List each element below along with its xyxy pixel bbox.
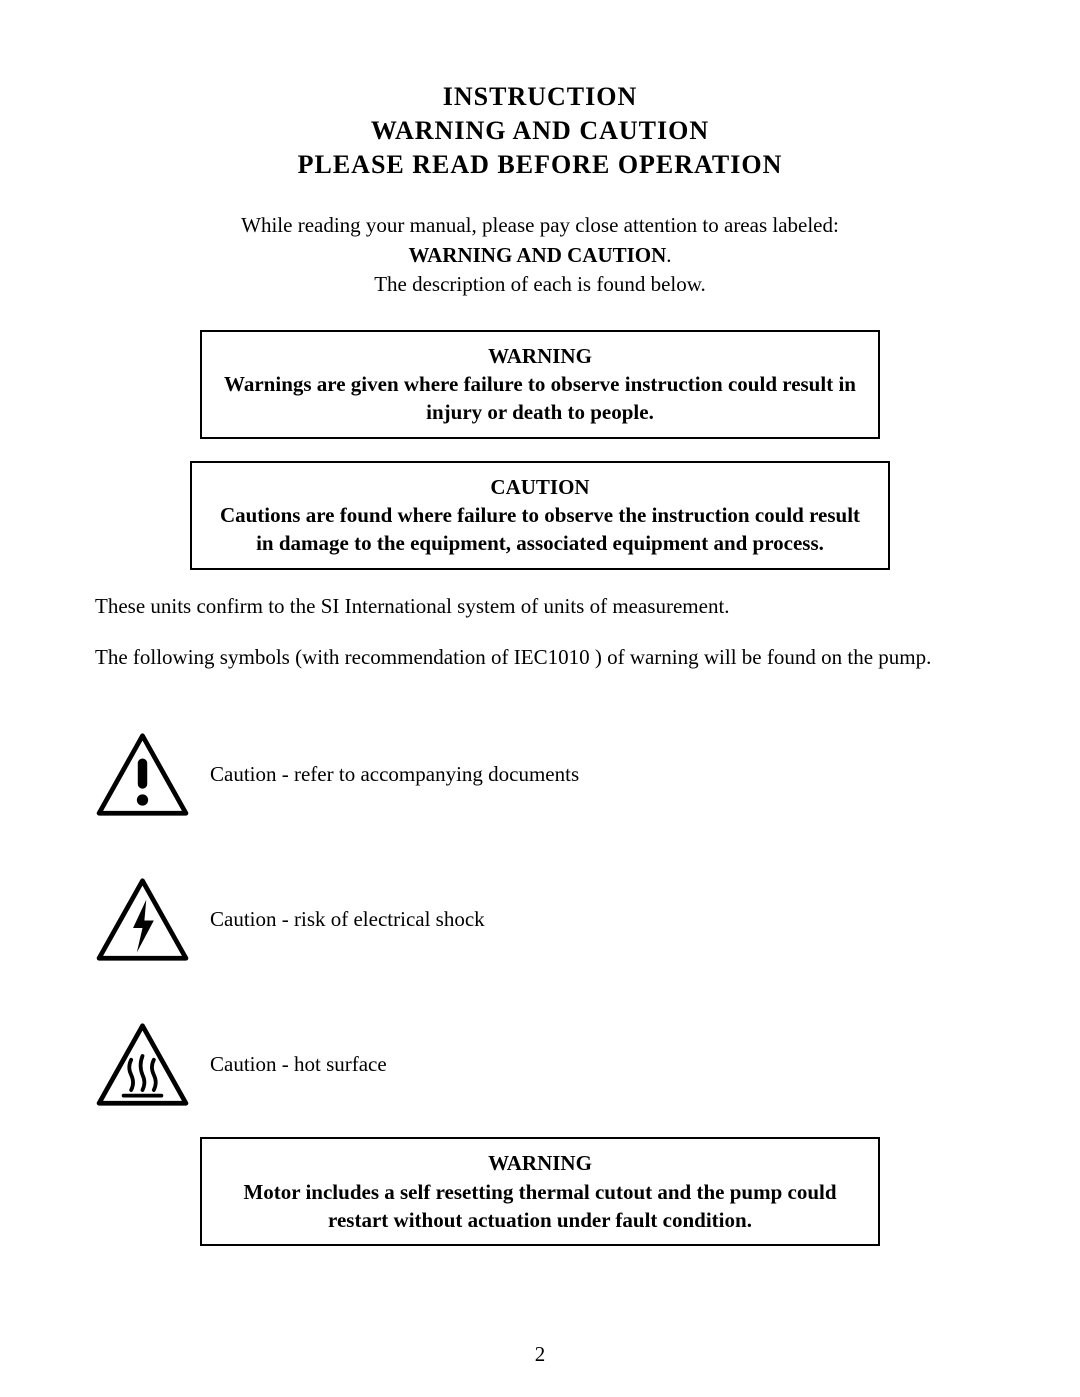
intro-bold-label: WARNING AND CAUTION (408, 243, 666, 267)
warning-box-2-body: Motor includes a self resetting thermal … (220, 1178, 860, 1235)
paragraph-si-units: These units confirm to the SI Internatio… (95, 592, 985, 621)
title-line-1: INSTRUCTION (95, 80, 985, 114)
electrical-shock-triangle-icon (95, 877, 190, 962)
intro-line-1: While reading your manual, please pay cl… (95, 211, 985, 240)
symbol-row-hot: Caution - hot surface (95, 1022, 985, 1107)
title-line-2: WARNING AND CAUTION (95, 114, 985, 148)
paragraph-symbols-intro: The following symbols (with recommendati… (95, 643, 985, 672)
caution-box-body: Cautions are found where failure to obse… (210, 501, 870, 558)
symbol-text-hot: Caution - hot surface (210, 1052, 387, 1077)
title-line-3: PLEASE READ BEFORE OPERATION (95, 148, 985, 182)
warning-box-1: WARNING Warnings are given where failure… (200, 330, 880, 439)
symbol-text-electrical: Caution - risk of electrical shock (210, 907, 485, 932)
caution-box-heading: CAUTION (210, 473, 870, 501)
warning-box-2-heading: WARNING (220, 1149, 860, 1177)
symbol-row-exclamation: Caution - refer to accompanying document… (95, 732, 985, 817)
intro-block: While reading your manual, please pay cl… (95, 211, 985, 299)
symbol-section: Caution - refer to accompanying document… (95, 732, 985, 1107)
warning-box-1-body: Warnings are given where failure to obse… (220, 370, 860, 427)
hot-surface-triangle-icon (95, 1022, 190, 1107)
caution-box: CAUTION Cautions are found where failure… (190, 461, 890, 570)
warning-box-2: WARNING Motor includes a self resetting … (200, 1137, 880, 1246)
symbol-text-exclamation: Caution - refer to accompanying document… (210, 762, 579, 787)
intro-line-3: The description of each is found below. (95, 270, 985, 299)
page-number: 2 (0, 1342, 1080, 1367)
symbol-row-electrical: Caution - risk of electrical shock (95, 877, 985, 962)
title-block: INSTRUCTION WARNING AND CAUTION PLEASE R… (95, 80, 985, 181)
warning-box-1-heading: WARNING (220, 342, 860, 370)
exclamation-triangle-icon (95, 732, 190, 817)
